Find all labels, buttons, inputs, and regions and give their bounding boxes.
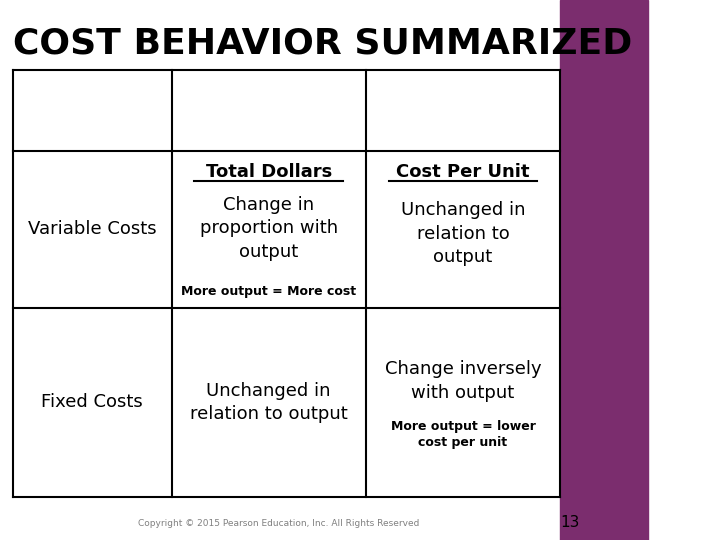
Bar [560,0,647,540]
Text: Change in
proportion with
output: Change in proportion with output [199,195,338,261]
Text: 13: 13 [560,515,580,530]
Text: Change inversely
with output: Change inversely with output [384,360,541,402]
Text: Unchanged in
relation to output: Unchanged in relation to output [190,381,348,423]
Text: Variable Costs: Variable Costs [28,220,156,239]
Text: Fixed Costs: Fixed Costs [42,393,143,411]
Text: More output = More cost: More output = More cost [181,285,356,298]
Text: Total Dollars: Total Dollars [206,163,332,181]
Text: Copyright © 2015 Pearson Education, Inc. All Rights Reserved: Copyright © 2015 Pearson Education, Inc.… [138,519,419,528]
Text: More output = lower
cost per unit: More output = lower cost per unit [390,420,536,449]
Text: Cost Per Unit: Cost Per Unit [396,163,530,181]
Text: Unchanged in
relation to
output: Unchanged in relation to output [401,201,526,266]
Text: COST BEHAVIOR SUMMARIZED: COST BEHAVIOR SUMMARIZED [13,27,632,61]
